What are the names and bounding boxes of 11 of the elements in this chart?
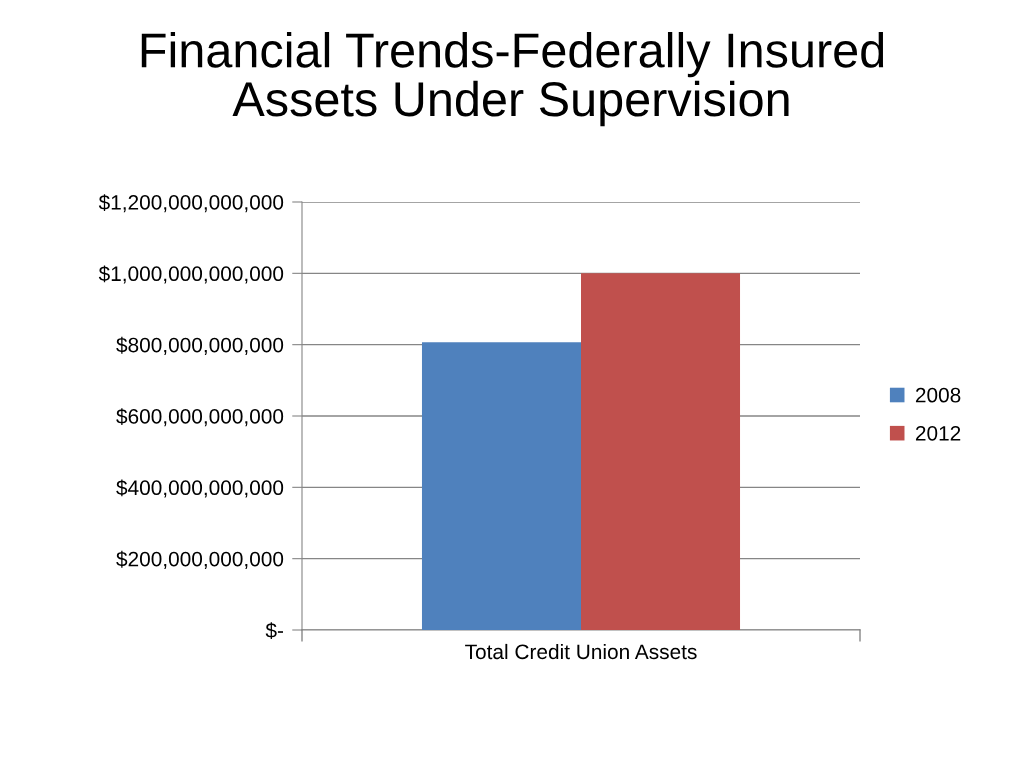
y-tick-label: $600,000,000,000 [116, 408, 284, 427]
y-tick-label: $- [265, 622, 284, 639]
y-tick-label: $1,000,000,000,000 [98, 265, 284, 284]
chart-title: Financial Trends-Federally Insured Assets Under Supervision [141, 32, 884, 127]
legend-label: 2008 [915, 387, 961, 403]
y-tick-label: $1,200,000,000,000 [98, 194, 284, 213]
y-tick-label: $800,000,000,000 [116, 336, 284, 355]
legend-label: 2012 [915, 425, 961, 441]
y-tick-label: $200,000,000,000 [116, 550, 284, 569]
x-tick-label: Total Credit Union Assets [465, 643, 697, 660]
y-tick-label: $400,000,000,000 [116, 479, 284, 498]
